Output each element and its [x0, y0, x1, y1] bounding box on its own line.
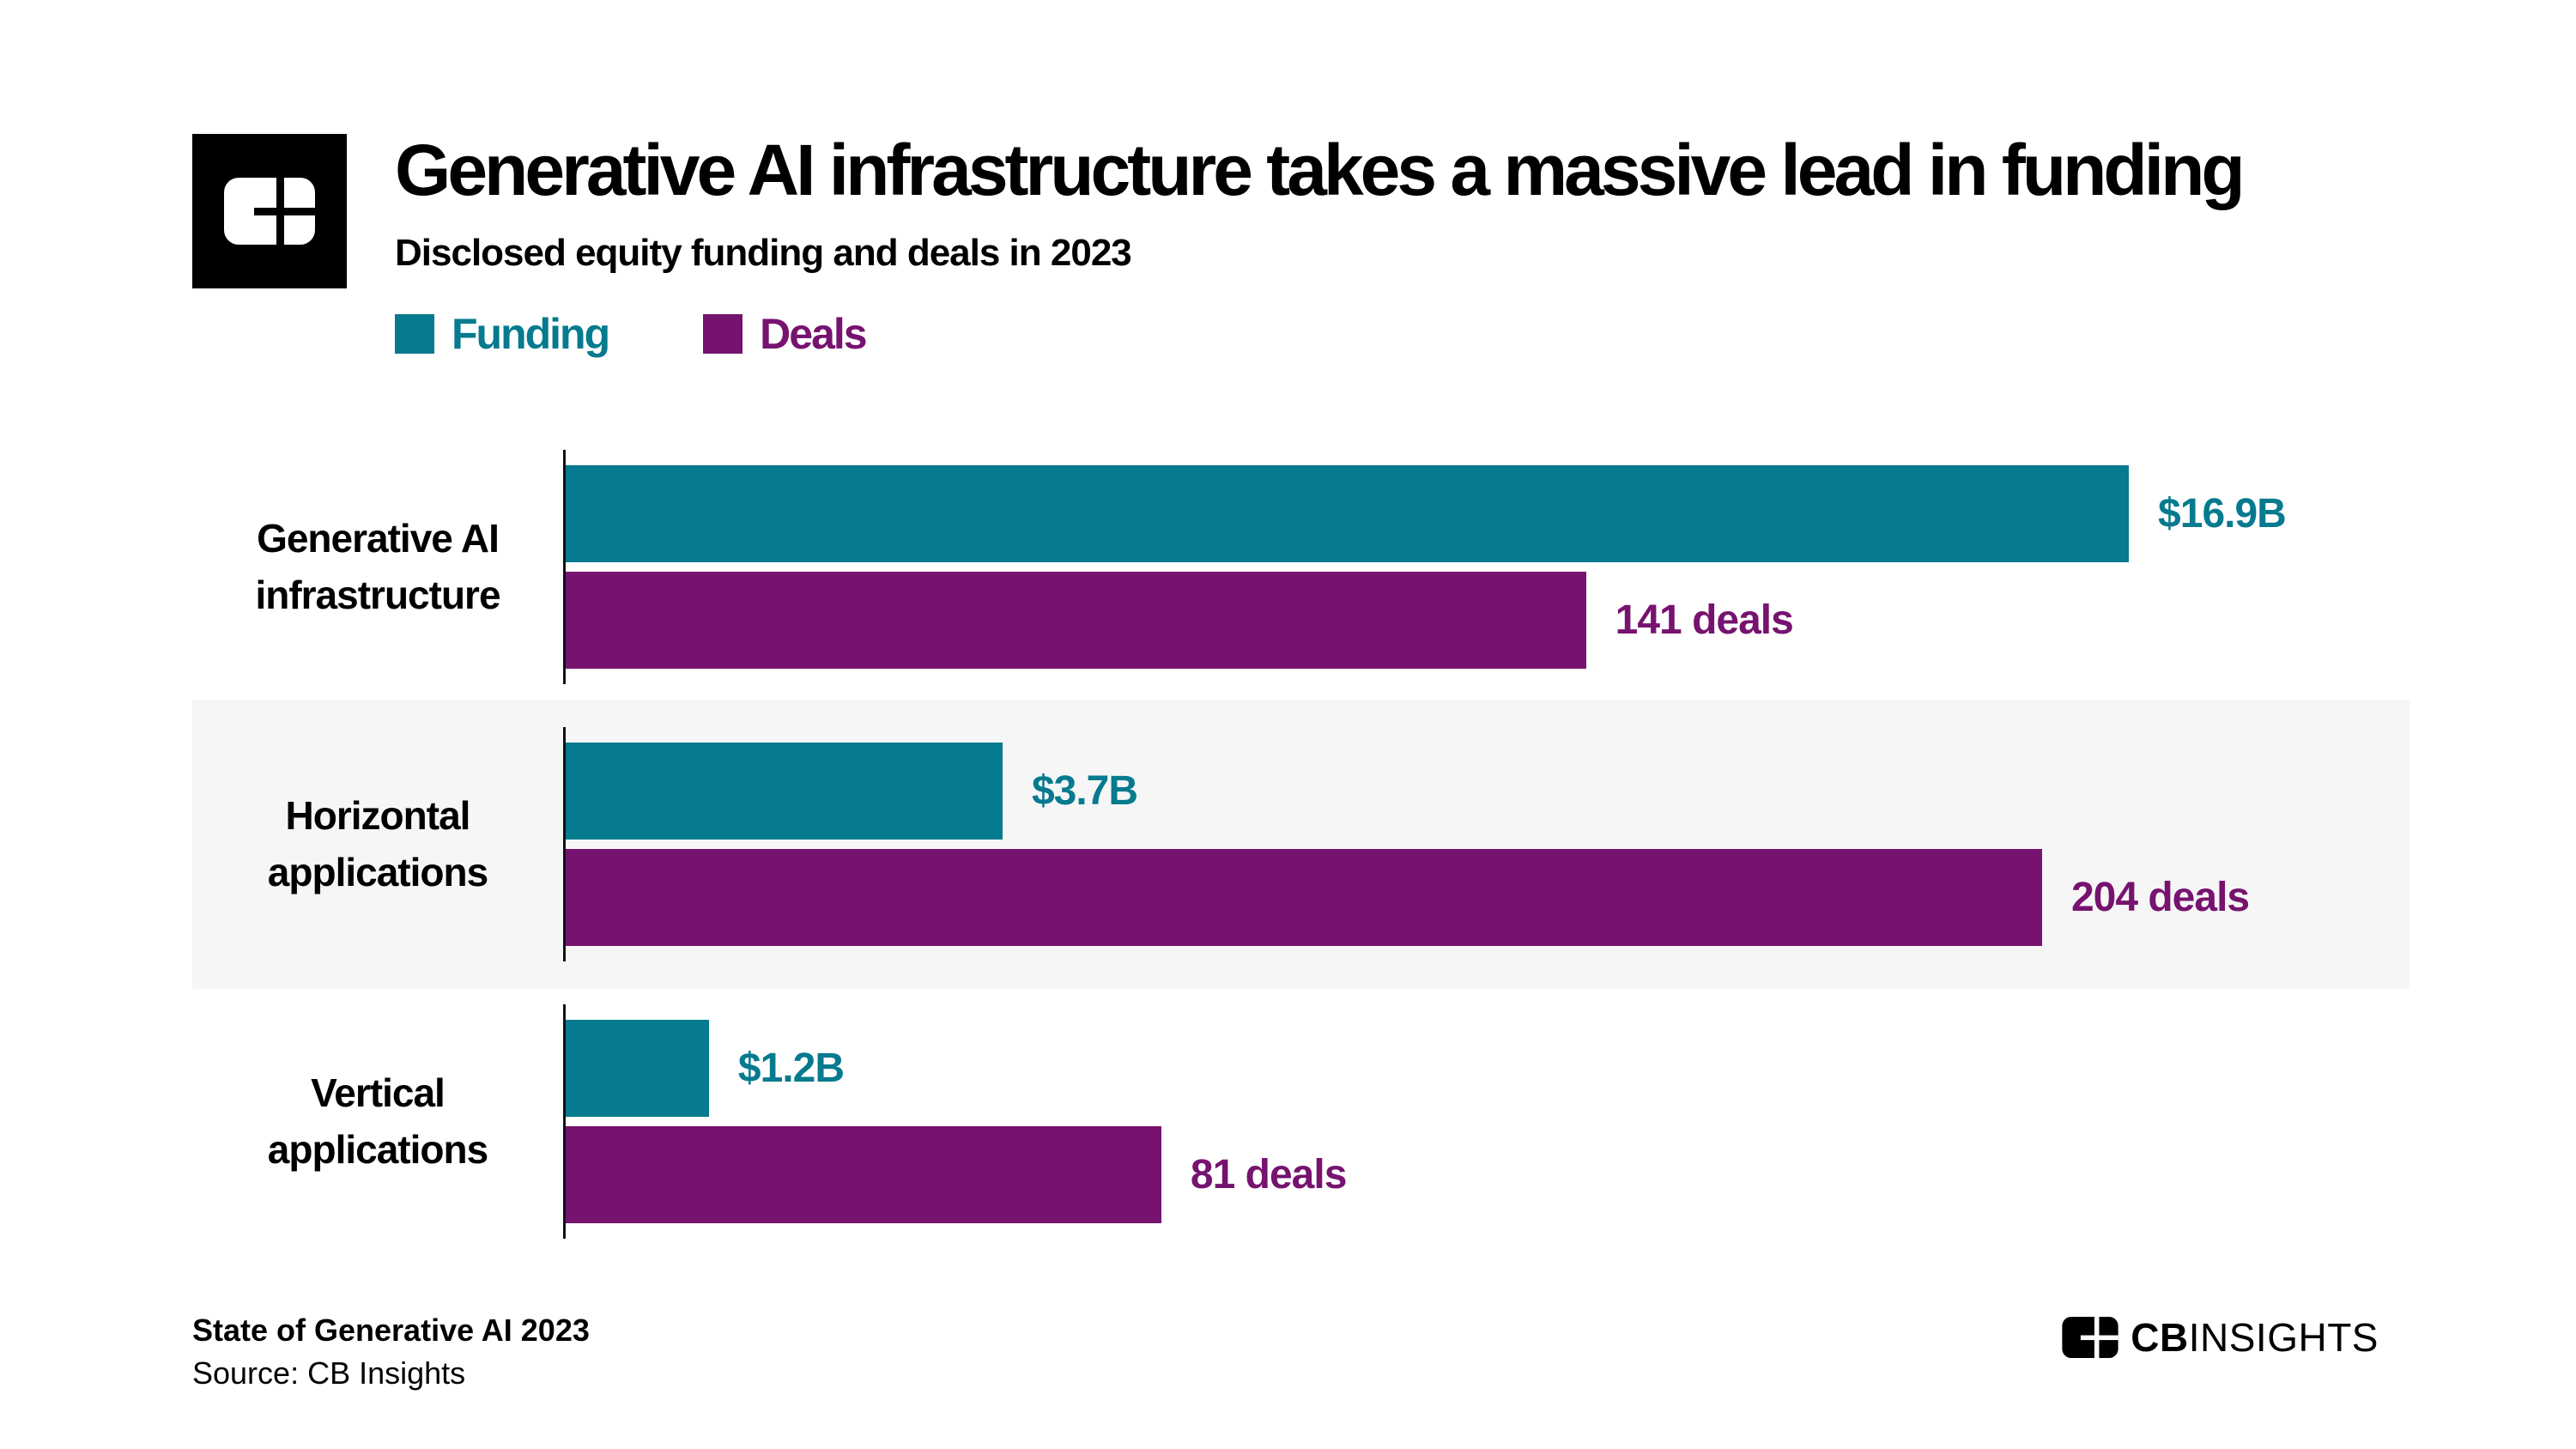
header: Generative AI infrastructure takes a mas…: [192, 134, 2576, 359]
chart-row-vertical-applications: Vertical applications $1.2B 81 deals: [192, 989, 2409, 1254]
funding-swatch: [395, 314, 434, 354]
category-label-line2: applications: [267, 1126, 488, 1172]
funding-legend-label: Funding: [452, 310, 610, 358]
category-label-line1: Horizontal: [285, 793, 471, 839]
footer: State of Generative AI 2023 Source: CB I…: [192, 1309, 2409, 1396]
category-label: Generative AI infrastructure: [192, 511, 563, 623]
deals-value-label: 81 deals: [1190, 1152, 1347, 1197]
deals-legend-label: Deals: [760, 310, 867, 358]
funding-value-label: $1.2B: [737, 1046, 845, 1091]
category-label-line1: Vertical: [311, 1070, 445, 1116]
source-note: State of Generative AI 2023 Source: CB I…: [192, 1309, 590, 1396]
cb-insights-logo-icon: [192, 134, 347, 288]
funding-bar: [563, 1020, 709, 1117]
deals-bar: [563, 849, 2042, 946]
source-line: Source: CB Insights: [192, 1355, 466, 1391]
deals-value-label: 141 deals: [1615, 597, 1794, 643]
funding-value-label: $3.7B: [1031, 768, 1138, 814]
deals-bar: [563, 572, 1586, 669]
funding-bar: [563, 743, 1003, 840]
category-label: Horizontal applications: [192, 788, 563, 900]
title-block: Generative AI infrastructure takes a mas…: [395, 130, 2246, 359]
category-label-line2: infrastructure: [255, 572, 500, 617]
cb-insights-wordmark: CBINSIGHTS: [2062, 1314, 2409, 1361]
brand-cb: CB: [2131, 1315, 2189, 1360]
legend-item-deals: Deals: [703, 309, 868, 359]
legend: Funding Deals: [395, 309, 2242, 359]
chart-row-genai-infrastructure: Generative AI infrastructure $16.9B 141 …: [192, 434, 2409, 700]
bars-area: $1.2B 81 deals: [563, 1004, 2409, 1239]
chart-row-horizontal-applications: Horizontal applications $3.7B 204 deals: [192, 700, 2409, 989]
bars-area: $3.7B 204 deals: [563, 727, 2409, 961]
infographic: Generative AI infrastructure takes a mas…: [192, 134, 2576, 1396]
funding-value-label: $16.9B: [2158, 491, 2287, 537]
cb-mark-icon: [224, 178, 315, 245]
deals-swatch: [703, 314, 743, 354]
cb-mark-icon: [2062, 1317, 2118, 1358]
legend-item-funding: Funding: [395, 309, 610, 359]
brand-text: CBINSIGHTS: [2131, 1314, 2379, 1361]
funding-bar: [563, 465, 2130, 562]
category-label-line2: applications: [267, 849, 488, 894]
category-label-line1: Generative AI: [257, 516, 500, 561]
brand-insights: INSIGHTS: [2188, 1315, 2379, 1360]
bar-chart: Generative AI infrastructure $16.9B 141 …: [192, 434, 2409, 1254]
chart-subtitle: Disclosed equity funding and deals in 20…: [395, 232, 1132, 274]
deals-bar: [563, 1126, 1161, 1223]
chart-title: Generative AI infrastructure takes a mas…: [395, 130, 2246, 210]
deals-value-label: 204 deals: [2070, 875, 2250, 920]
report-title: State of Generative AI 2023: [192, 1313, 590, 1348]
category-label: Vertical applications: [192, 1065, 563, 1178]
bars-area: $16.9B 141 deals: [563, 450, 2409, 684]
